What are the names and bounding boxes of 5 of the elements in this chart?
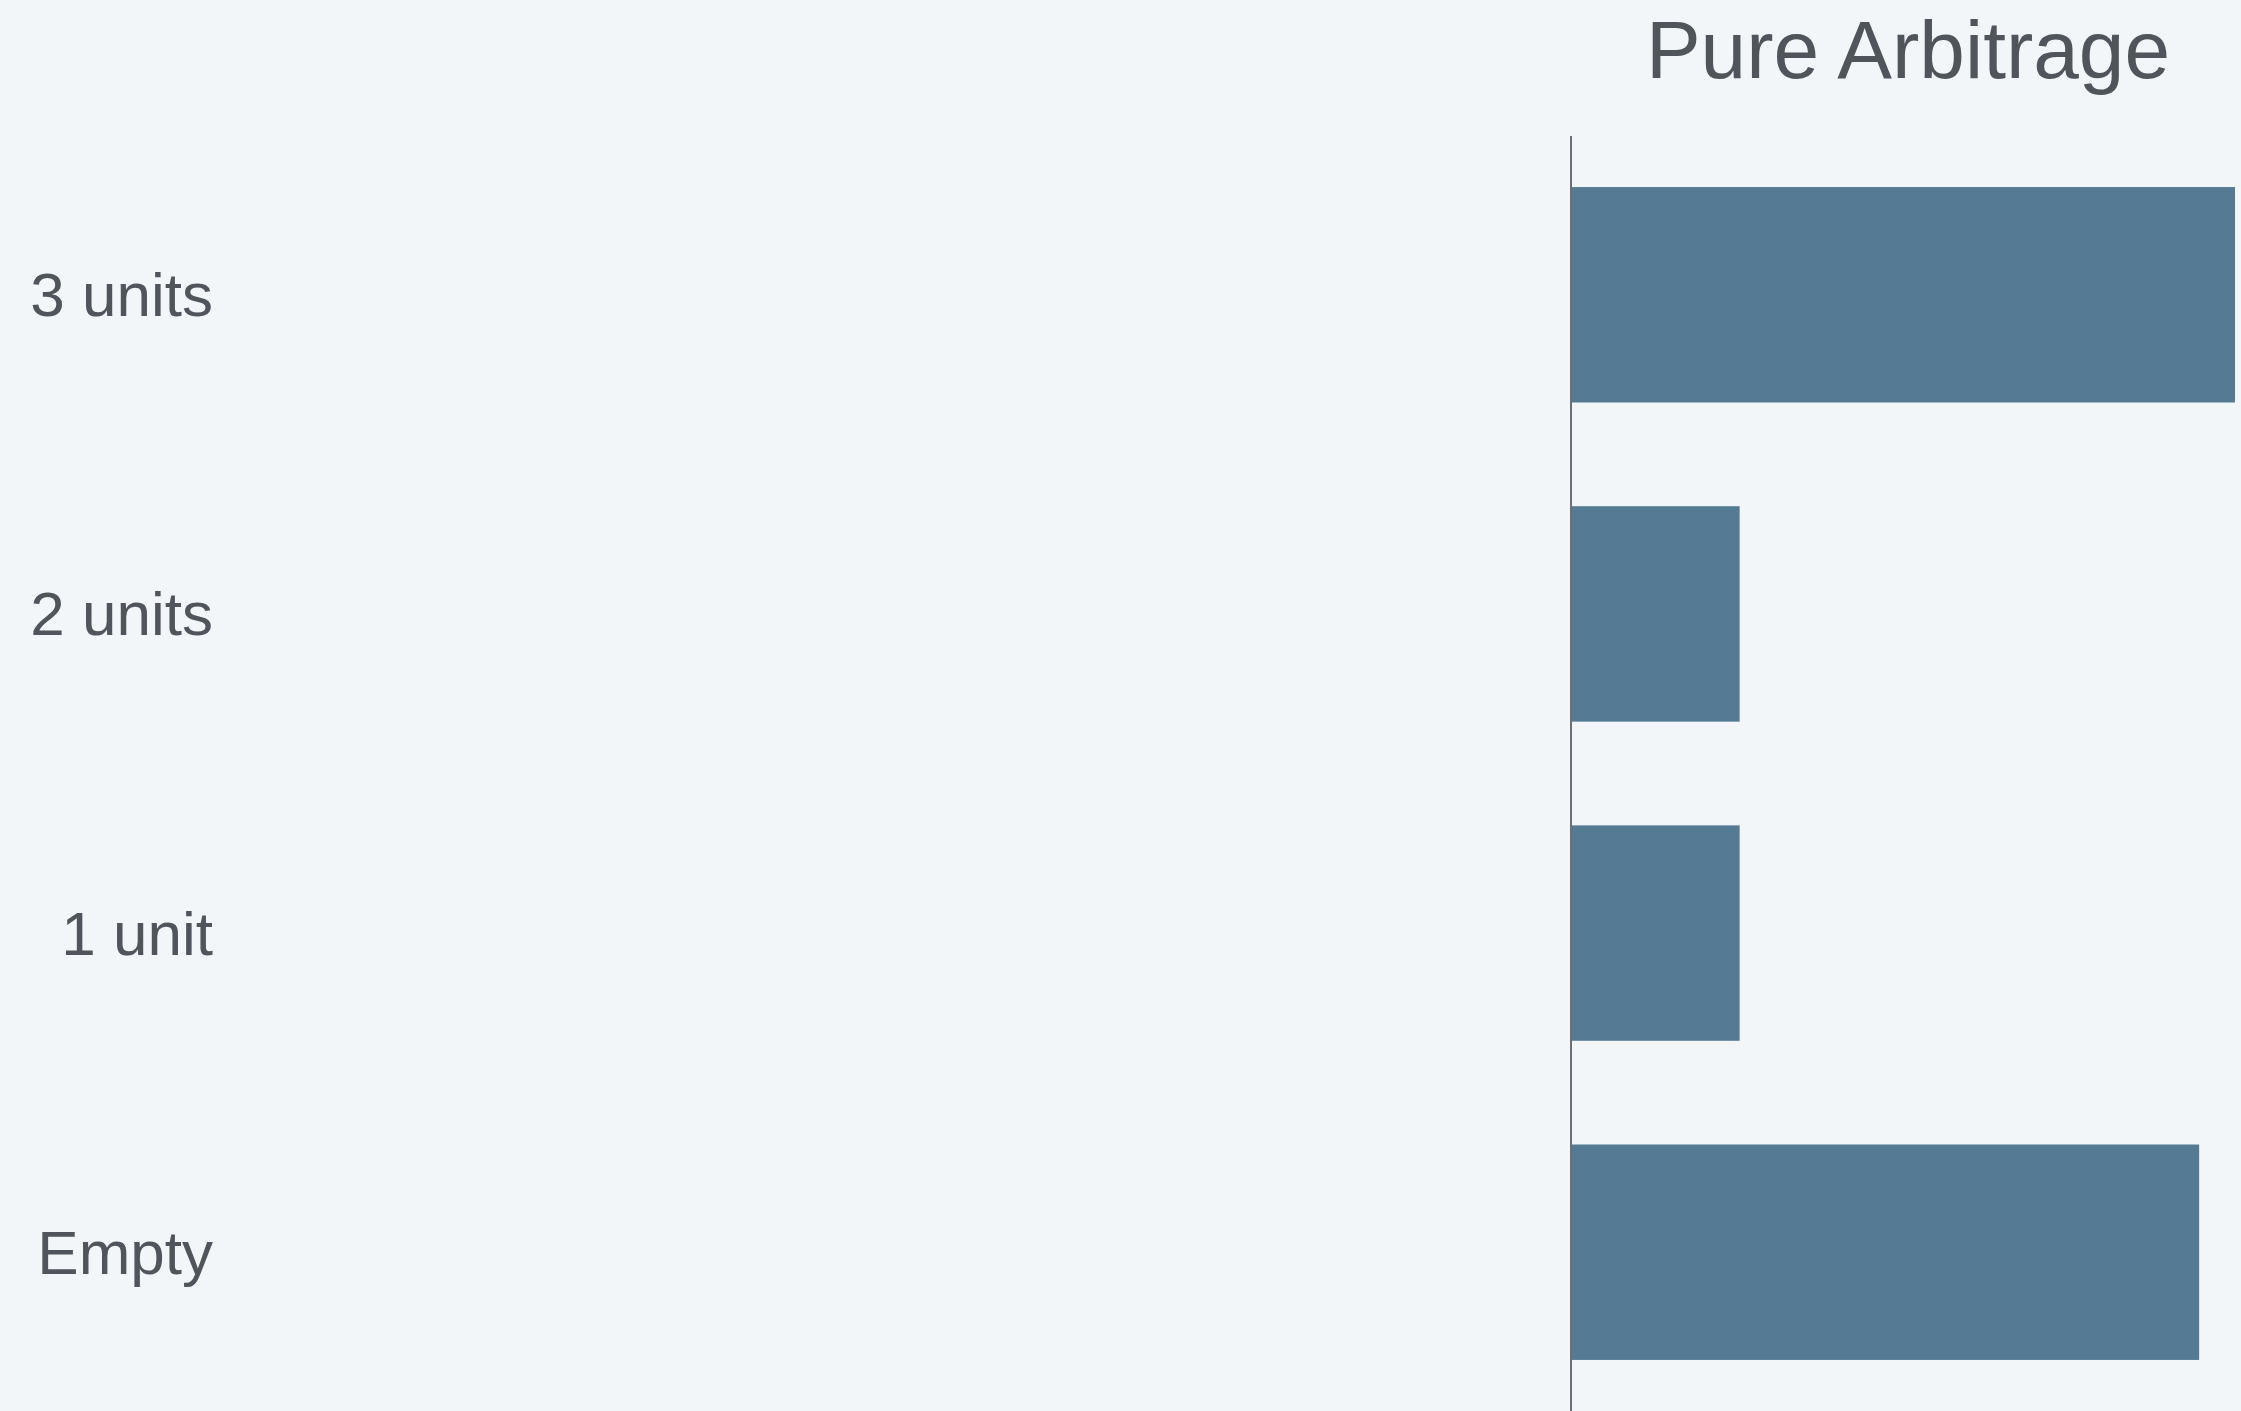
chart-title: Pure Arbitrage [1645,4,2171,95]
y-tick-label: 3 units [30,260,213,330]
y-tick-label: Empty [37,1217,213,1287]
y-tick-label: 1 unit [61,898,213,968]
y-tick-label: 2 units [30,579,213,649]
